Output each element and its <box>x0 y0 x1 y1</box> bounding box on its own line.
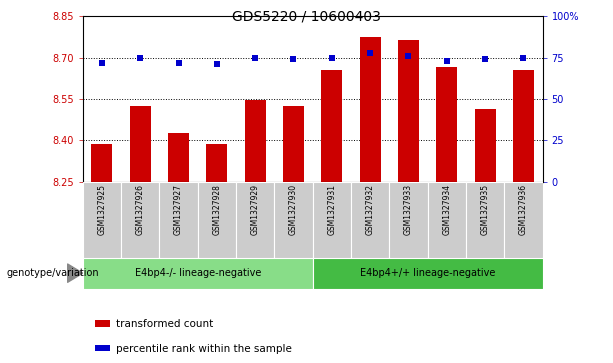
Point <box>442 58 452 64</box>
Text: GSM1327933: GSM1327933 <box>404 184 413 235</box>
Bar <box>207 144 227 182</box>
Text: GSM1327934: GSM1327934 <box>442 184 451 235</box>
Bar <box>428 182 466 258</box>
Bar <box>313 258 543 289</box>
Bar <box>474 109 495 182</box>
Text: E4bp4+/+ lineage-negative: E4bp4+/+ lineage-negative <box>360 268 495 278</box>
Bar <box>275 182 313 258</box>
Bar <box>466 182 504 258</box>
Point <box>135 55 145 61</box>
Bar <box>398 40 419 182</box>
Point <box>250 55 260 61</box>
Bar <box>504 182 543 258</box>
Point <box>403 53 413 59</box>
Point <box>97 60 107 65</box>
Point <box>519 55 528 61</box>
Text: GSM1327928: GSM1327928 <box>212 184 221 234</box>
Bar <box>389 182 428 258</box>
Bar <box>321 70 342 182</box>
Text: GSM1327935: GSM1327935 <box>481 184 490 235</box>
Point <box>365 50 375 56</box>
Point <box>480 56 490 62</box>
Text: E4bp4-/- lineage-negative: E4bp4-/- lineage-negative <box>134 268 261 278</box>
Bar <box>159 182 197 258</box>
Point <box>173 60 183 65</box>
Point <box>212 61 222 67</box>
Bar <box>130 106 151 182</box>
Text: transformed count: transformed count <box>116 319 214 329</box>
Bar <box>236 182 275 258</box>
Text: GDS5220 / 10600403: GDS5220 / 10600403 <box>232 9 381 23</box>
Text: GSM1327930: GSM1327930 <box>289 184 298 235</box>
Bar <box>83 182 121 258</box>
Text: GSM1327925: GSM1327925 <box>97 184 107 235</box>
Text: GSM1327926: GSM1327926 <box>135 184 145 235</box>
Bar <box>168 133 189 182</box>
Bar <box>245 100 265 182</box>
Text: GSM1327931: GSM1327931 <box>327 184 337 235</box>
Bar <box>121 182 159 258</box>
Bar <box>91 144 112 182</box>
Text: genotype/variation: genotype/variation <box>6 268 99 278</box>
Bar <box>283 106 304 182</box>
Text: GSM1327927: GSM1327927 <box>174 184 183 235</box>
Polygon shape <box>67 264 83 282</box>
Bar <box>83 258 313 289</box>
Bar <box>313 182 351 258</box>
Text: percentile rank within the sample: percentile rank within the sample <box>116 344 292 354</box>
Bar <box>351 182 389 258</box>
Bar <box>436 67 457 182</box>
Text: GSM1327932: GSM1327932 <box>365 184 375 235</box>
Bar <box>360 37 381 182</box>
Point <box>289 56 299 62</box>
Point <box>327 55 337 61</box>
Text: GSM1327929: GSM1327929 <box>251 184 260 235</box>
Bar <box>197 182 236 258</box>
Text: GSM1327936: GSM1327936 <box>519 184 528 235</box>
Bar <box>513 70 534 182</box>
